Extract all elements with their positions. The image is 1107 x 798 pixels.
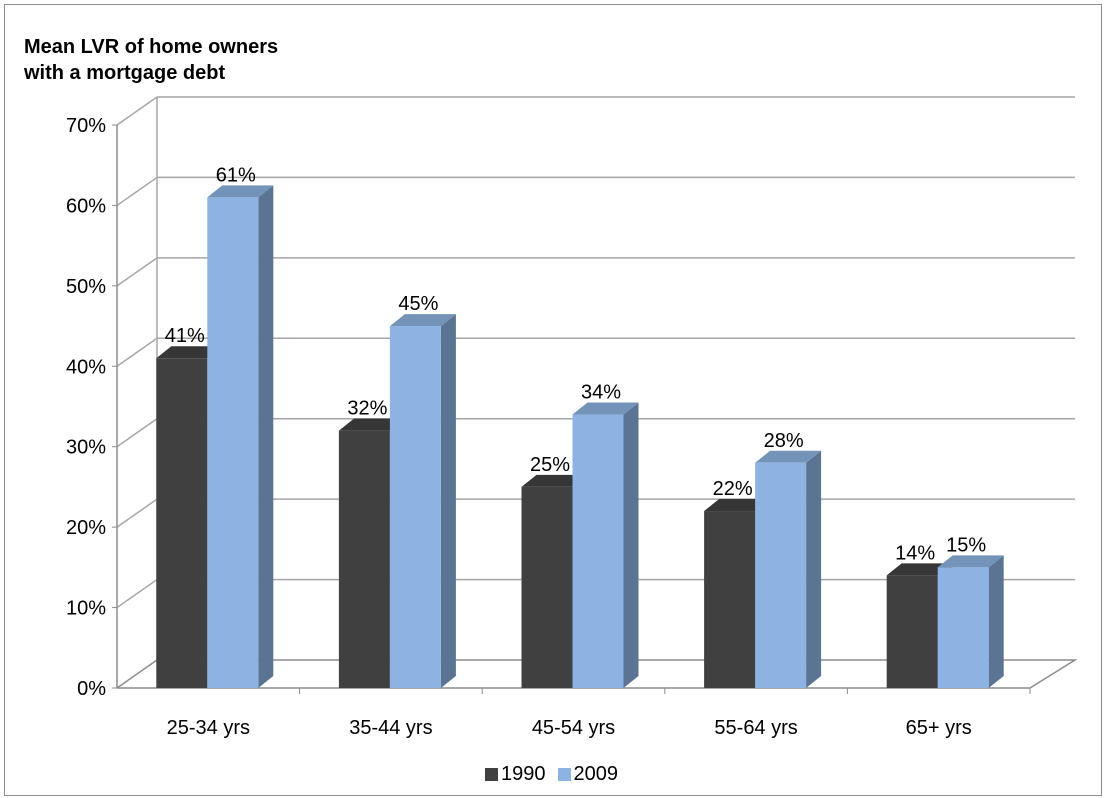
label-layer: 41% 61% 32% 45% 25% 34% 22% 28% 14% 15%	[165, 164, 987, 564]
bar-1990	[886, 575, 938, 688]
y-tick-label: 40%	[66, 356, 106, 378]
bar-top-1990	[338, 418, 405, 431]
y-tick-label: 0%	[77, 678, 106, 700]
chart-title-line-1: Mean LVR of home owners	[24, 36, 279, 58]
data-label: 28%	[764, 430, 804, 452]
data-label: 45%	[398, 293, 438, 315]
y-tick-label: 60%	[66, 195, 106, 217]
bar-top-2009	[207, 185, 274, 198]
data-label: 61%	[216, 164, 256, 186]
x-tick-label: 25-34 yrs	[167, 717, 250, 739]
gridline-diagonal	[116, 578, 158, 609]
data-label: 41%	[165, 325, 205, 347]
legend: 1990 2009	[485, 763, 630, 786]
bar-top-2009	[389, 314, 456, 327]
chart-title: Mean LVR of home owners with a mortgage …	[24, 34, 278, 86]
legend-label-2009: 2009	[573, 763, 619, 785]
legend-label-1990: 1990	[501, 763, 546, 785]
gridline-diagonal	[116, 337, 158, 367]
bar-side-2009	[988, 555, 1004, 688]
bar-1990	[704, 511, 756, 688]
bar-1990	[338, 430, 390, 688]
data-label: 14%	[895, 542, 935, 564]
bar-top-1990	[886, 563, 953, 576]
x-tick-label: 55-64 yrs	[714, 717, 797, 739]
y-tick-label: 10%	[66, 598, 106, 620]
x-tick-label: 35-44 yrs	[349, 717, 432, 739]
chart-title-line-2: with a mortgage debt	[24, 62, 226, 84]
data-label: 15%	[946, 534, 986, 556]
data-label: 22%	[713, 478, 753, 500]
bar-top-2009	[755, 450, 822, 463]
legend-item-2009: 2009	[557, 763, 619, 786]
legend-item-1990: 1990	[485, 763, 546, 786]
gridline-diagonal	[116, 96, 158, 126]
bar-2009	[755, 462, 807, 688]
bar-top-1990	[704, 499, 771, 512]
bar-2009	[572, 414, 624, 688]
y-tick-label: 70%	[66, 115, 106, 137]
data-label: 34%	[581, 382, 621, 404]
bar-top-1990	[521, 474, 588, 487]
bar-1990	[521, 486, 573, 688]
gridline-diagonal	[116, 257, 158, 287]
bar-2009	[937, 567, 989, 688]
bar-1990	[156, 358, 208, 688]
bar-side-2009	[806, 450, 822, 688]
legend-swatch-2009	[557, 768, 571, 781]
bar-2009	[207, 197, 259, 688]
bar-side-2009	[623, 402, 639, 688]
y-tick-label: 50%	[66, 276, 106, 298]
data-label: 32%	[347, 398, 387, 420]
data-label: 25%	[530, 454, 570, 476]
y-tick-label: 20%	[66, 517, 106, 539]
legend-swatch-1990	[485, 768, 498, 781]
x-tick-label: 45-54 yrs	[532, 717, 615, 739]
x-tick-label: 65+ yrs	[906, 717, 972, 739]
bar-2009	[389, 326, 441, 688]
gridline-diagonal	[116, 498, 158, 528]
gridline-diagonal	[116, 176, 158, 207]
bar-side-2009	[258, 185, 274, 688]
bar-layer	[156, 185, 1004, 688]
bar-side-2009	[440, 314, 456, 688]
bar-top-1990	[156, 346, 223, 359]
bar-top-2009	[572, 402, 639, 415]
bar-top-2009	[937, 555, 1004, 568]
axis-layer: 0% 10% 20% 30% 40% 50% 60% 70% 25-34 yrs 35-44 yr…	[66, 115, 1031, 739]
gridline-diagonal	[116, 418, 158, 448]
y-tick-label: 30%	[66, 437, 106, 459]
